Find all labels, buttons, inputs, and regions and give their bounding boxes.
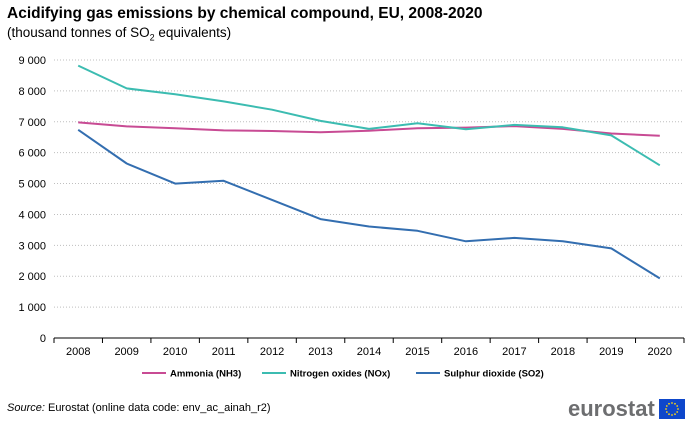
- y-tick-label: 2 000: [18, 271, 46, 283]
- x-tick-label: 2016: [454, 346, 478, 358]
- x-tick-label: 2015: [405, 346, 429, 358]
- legend-label-ammonia: Ammonia (NH3): [170, 369, 241, 380]
- series-line-ammonia: [78, 121, 660, 137]
- x-tick-label: 2011: [212, 346, 236, 358]
- subtitle-subscript: 2: [149, 32, 155, 43]
- series-line-nitrogen: [77, 64, 661, 167]
- x-tick-label: 2009: [114, 346, 138, 358]
- series-line-sulphur: [77, 128, 661, 280]
- x-tick-label: 2008: [66, 346, 90, 358]
- x-tick-label: 2012: [260, 346, 284, 358]
- x-tick-label: 2010: [163, 346, 187, 358]
- y-tick-label: 3 000: [18, 240, 46, 252]
- eu-flag-icon: [658, 399, 685, 419]
- x-tick-label: 2019: [599, 346, 623, 358]
- y-tick-label: 8 000: [18, 86, 46, 98]
- y-tick-label: 6 000: [18, 148, 46, 160]
- legend: Ammonia (NH3) Nitrogen oxides (NOx) Sulphu…: [142, 369, 544, 380]
- eurostat-logo-text: eurostat: [568, 396, 655, 421]
- x-tick-label: 2017: [502, 346, 526, 358]
- subtitle-suffix: equivalents): [154, 25, 232, 40]
- x-tick-label: 2014: [357, 346, 381, 358]
- y-tick-label: 4 000: [18, 209, 46, 221]
- x-tick-label: 2013: [308, 346, 332, 358]
- chart-title: Acidifying gas emissions by chemical com…: [7, 5, 483, 22]
- series-lines: [77, 64, 661, 280]
- legend-label-sulphur: Sulphur dioxide (SO2): [444, 369, 544, 380]
- grid-lines: [54, 59, 684, 308]
- y-tick-label: 9 000: [18, 55, 46, 67]
- source-text: Eurostat (online data code: env_ac_ainah…: [44, 402, 271, 414]
- y-tick-label: 0: [40, 333, 46, 345]
- y-tick-label: 5 000: [18, 179, 46, 191]
- source-note: Source: Eurostat (online data code: env_…: [7, 402, 271, 414]
- y-tick-label: 7 000: [18, 117, 46, 129]
- legend-label-nitrogen: Nitrogen oxides (NOx): [290, 369, 390, 380]
- subtitle-prefix: (thousand tonnes of SO: [7, 25, 150, 40]
- x-axis: 2008 2009 2010 2011 2012 2013 2014 2015 2016 2017…: [53, 337, 685, 358]
- source-label: Source:: [7, 402, 45, 414]
- x-tick-label: 2018: [551, 346, 575, 358]
- chart-subtitle: (thousand tonnes of SO2 equivalents): [7, 25, 231, 43]
- eurostat-logo: eurostat: [568, 396, 685, 422]
- x-tick-label: 2020: [648, 346, 672, 358]
- y-axis-ticks: 0 1 000 2 000 3 000 4 000 5 000 6 000 7 000 8 00…: [18, 55, 46, 345]
- y-tick-label: 1 000: [18, 302, 46, 314]
